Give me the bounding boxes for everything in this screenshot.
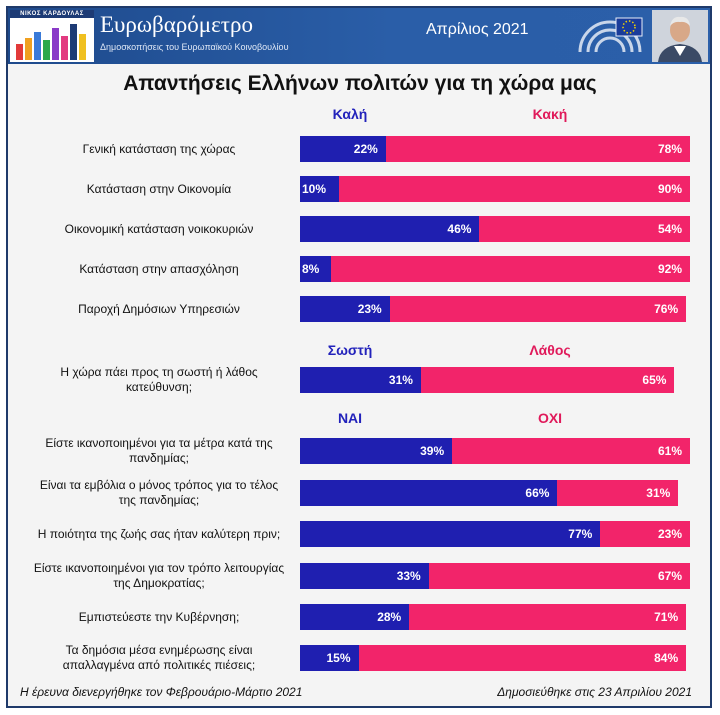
logo-author: ΝΙΚΟΣ ΚΑΡΔΟΥΛΑΣ: [10, 10, 94, 18]
legend-positive-label: ΝΑΙ: [337, 410, 363, 426]
row-label: Κατάσταση στην Οικονομία: [86, 181, 232, 196]
value-positive: 8%: [302, 262, 320, 276]
row-label: Είστε ικανοποιημένοι για τα μέτρα κατά τ…: [45, 436, 273, 465]
value-negative: 84%: [654, 651, 679, 665]
value-positive: 33%: [396, 569, 421, 583]
parliament-logo-icon: [572, 12, 648, 60]
bar-positive: [300, 216, 480, 242]
row-label: Εμπιστεύεστε την Κυβέρνηση;: [78, 609, 240, 624]
bar-negative: [452, 438, 690, 464]
footer-publication-note: Δημοσιεύθηκε στις 23 Απριλίου 2021: [497, 685, 692, 699]
brand-title: Ευρωβαρόμετρο: [100, 12, 253, 37]
person-photo: [652, 10, 708, 62]
bar-negative: [600, 521, 690, 547]
value-negative: 31%: [646, 486, 671, 500]
brand-subtitle: Δημοσκοπήσεις του Ευρωπαϊκού Κοινοβουλίο…: [100, 42, 289, 52]
bar-negative: [479, 216, 690, 242]
bar-negative: [409, 604, 687, 630]
bar-positive: [300, 136, 386, 162]
value-negative: 61%: [658, 444, 683, 458]
value-negative: 92%: [658, 262, 683, 276]
legend-negative-label: Λάθος: [529, 342, 571, 358]
row-label: Κατάσταση στην απασχόληση: [79, 261, 239, 276]
legend-negative-label: Κακή: [532, 106, 568, 122]
row-label: Παροχή Δημόσιων Υπηρεσιών: [78, 301, 240, 316]
value-positive: 15%: [326, 651, 351, 665]
bar-negative: [420, 367, 675, 393]
value-positive: 66%: [525, 486, 550, 500]
value-positive: 10%: [302, 182, 327, 196]
legend-negative-label: ΟΧΙ: [537, 410, 563, 426]
bar-negative: [358, 645, 687, 671]
row-label: Η χώρα πάει προς τη σωστή ή λάθος κατεύθ…: [60, 365, 258, 394]
bar-negative: [557, 480, 679, 506]
legend-positive-label: Σωστή: [327, 342, 373, 358]
value-negative: 90%: [658, 182, 683, 196]
value-positive: 39%: [420, 444, 445, 458]
bar-positive: [300, 256, 332, 282]
value-negative: 67%: [658, 569, 683, 583]
logo: ΝΙΚΟΣ ΚΑΡΔΟΥΛΑΣ: [10, 10, 94, 62]
bar-positive: [300, 176, 339, 202]
bar-positive: [300, 367, 421, 393]
value-negative: 76%: [654, 302, 679, 316]
row-label: Είστε ικανοποιημένοι για τον τρόπο λειτο…: [33, 561, 285, 590]
infographic-frame: [6, 6, 712, 708]
bar-positive: [300, 563, 429, 589]
row-label: Είναι τα εμβόλια ο μόνος τρόπος για το τ…: [39, 478, 279, 507]
value-positive: 46%: [447, 222, 472, 236]
bar-positive: [300, 438, 453, 464]
bar-positive: [300, 296, 390, 322]
bar-negative: [428, 563, 690, 589]
footer-survey-note: Η έρευνα διενεργήθηκε τον Φεβρουάριο-Μάρ…: [20, 685, 303, 699]
bar-positive: [300, 604, 410, 630]
bar-positive: [300, 521, 601, 547]
row-label: Οικονομική κατάσταση νοικοκυριών: [64, 221, 254, 236]
value-positive: 22%: [353, 142, 378, 156]
value-positive: 28%: [377, 610, 402, 624]
value-negative: 71%: [654, 610, 679, 624]
bar-negative: [389, 296, 687, 322]
row-label: Τα δημόσια μέσα ενημέρωσης είναι απαλλαγ…: [62, 643, 256, 672]
bar-negative: [385, 136, 690, 162]
row-label: Η ποιότητα της ζωής σας ήταν καλύτερη πρ…: [37, 526, 281, 541]
row-label: Γενική κατάσταση της χώρας: [82, 141, 236, 156]
bar-negative: [331, 256, 690, 282]
value-positive: 23%: [357, 302, 382, 316]
header-date: Απρίλιος 2021: [426, 21, 529, 38]
value-positive: 31%: [388, 373, 413, 387]
bar-positive: [300, 645, 359, 671]
bar-positive: [300, 480, 558, 506]
value-negative: 23%: [658, 527, 683, 541]
value-negative: 54%: [658, 222, 683, 236]
bar-negative: [339, 176, 690, 202]
value-positive: 77%: [568, 527, 593, 541]
value-negative: 65%: [642, 373, 667, 387]
logo-bars-icon: [16, 24, 86, 60]
legend-positive-label: Καλή: [332, 106, 368, 122]
chart-title: Απαντήσεις Ελλήνων πολιτών για τη χώρα μ…: [123, 72, 597, 95]
value-negative: 78%: [658, 142, 683, 156]
